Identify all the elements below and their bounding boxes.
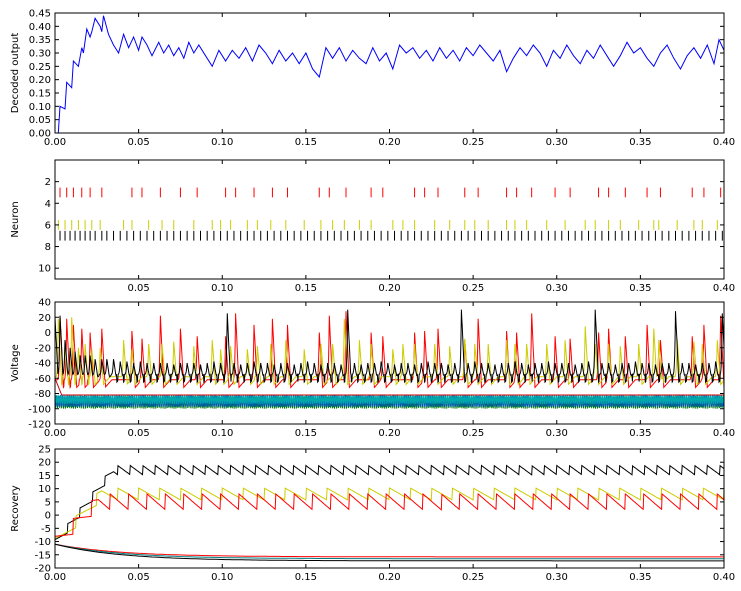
- series-line: [55, 378, 724, 396]
- y-tick-label: 20: [38, 313, 51, 324]
- x-tick-label: 0.20: [378, 572, 400, 583]
- x-tick-label: 0.30: [546, 137, 568, 148]
- y-tick-label: 4: [45, 199, 51, 210]
- y-tick-label: 8: [45, 242, 51, 253]
- subplot-2: 0.05 0.10 0.15 0.20 0.25 0.30 0.35 0.40 2 4 6 8 10 Ne…: [10, 159, 735, 294]
- x-tick-label: 0.25: [462, 137, 484, 148]
- y-tick-label: -40: [35, 359, 51, 370]
- series-line: [55, 543, 724, 560]
- y-axis-label: Neuron: [10, 201, 21, 237]
- x-tick-label: 0.40: [713, 428, 735, 439]
- axes-frame: [54, 159, 725, 280]
- series-line: [55, 543, 724, 558]
- y-tick-label: 0.30: [29, 49, 51, 60]
- y-tick-label: 15: [38, 471, 51, 482]
- y-tick-label: -5: [41, 524, 51, 535]
- y-tick-label: 0: [45, 511, 51, 522]
- axes-frame: [54, 12, 725, 134]
- x-tick-label: 0.20: [378, 137, 400, 148]
- y-tick-label: 40: [38, 298, 51, 309]
- y-tick-label: -20: [35, 564, 51, 575]
- series-line: [55, 543, 724, 562]
- series-line: [55, 394, 724, 405]
- x-tick-label: 0.15: [295, 428, 317, 439]
- y-tick-label: -120: [28, 420, 51, 431]
- x-tick-label: 0.10: [211, 283, 233, 294]
- x-tick-label: 0.35: [629, 572, 651, 583]
- y-tick-label: -15: [35, 550, 51, 561]
- x-tick-label: 0.15: [295, 283, 317, 294]
- y-axis-label: Decoded output: [10, 33, 21, 114]
- x-tick-label: 0.35: [629, 137, 651, 148]
- plot-area: [55, 187, 723, 241]
- y-tick-label: 0.05: [29, 115, 51, 126]
- y-tick-label: 0.15: [29, 89, 51, 100]
- y-tick-label: 10: [38, 484, 51, 495]
- x-tick-label: 0.10: [211, 137, 233, 148]
- x-tick-label: 0.05: [127, 283, 149, 294]
- y-tick-label: 10: [38, 264, 51, 275]
- x-tick-label: 0.05: [127, 137, 149, 148]
- subplot-3: 0.00 0.05 0.10 0.15 0.20 0.25 0.30 0.35 0.40 -120…: [10, 298, 735, 440]
- x-tick-label: 0.30: [546, 428, 568, 439]
- x-tick-label: 0.00: [44, 428, 66, 439]
- series-line: [55, 15, 724, 133]
- series-line: [55, 492, 724, 537]
- y-tick-label: -10: [35, 537, 51, 548]
- subplot-4: 0.00 0.05 0.10 0.15 0.20 0.25 0.30 0.35 0.40 -20 -…: [10, 445, 735, 584]
- x-tick-label: 0.20: [378, 283, 400, 294]
- x-tick-label: 0.25: [462, 572, 484, 583]
- y-tick-label: 20: [38, 458, 51, 469]
- x-tick-label: 0.40: [713, 137, 735, 148]
- y-tick-label: 0.00: [29, 129, 51, 140]
- y-tick-label: 6: [45, 220, 51, 231]
- series-line: [55, 311, 724, 389]
- y-tick-label: -80: [35, 389, 51, 400]
- x-tick-label: 0.05: [127, 572, 149, 583]
- series-line: [55, 309, 724, 384]
- plot-area: [55, 15, 724, 133]
- x-tick-label: 0.30: [546, 283, 568, 294]
- x-tick-label: 0.10: [211, 428, 233, 439]
- x-tick-label: 0.40: [713, 283, 735, 294]
- series-line: [55, 464, 724, 541]
- x-tick-label: 0.05: [127, 428, 149, 439]
- series-line: [55, 317, 724, 386]
- y-tick-label: 5: [45, 497, 51, 508]
- x-tick-label: 0.25: [462, 283, 484, 294]
- x-tick-label: 0.20: [378, 428, 400, 439]
- y-axis-label: Recovery: [10, 485, 21, 531]
- y-tick-label: 0.40: [29, 22, 51, 33]
- x-tick-label: 0.00: [44, 137, 66, 148]
- y-tick-label: 25: [38, 445, 51, 456]
- plot-area: [55, 464, 724, 562]
- y-tick-label: 0.45: [29, 9, 51, 20]
- y-tick-label: -20: [35, 343, 51, 354]
- x-tick-label: 0.30: [546, 572, 568, 583]
- x-tick-label: 0.10: [211, 572, 233, 583]
- y-tick-label: -100: [28, 404, 51, 415]
- y-tick-label: -60: [35, 374, 51, 385]
- x-tick-label: 0.35: [629, 428, 651, 439]
- y-axis-label: Voltage: [10, 344, 21, 382]
- x-tick-label: 0.15: [295, 572, 317, 583]
- y-tick-label: 2: [45, 177, 51, 188]
- x-tick-label: 0.25: [462, 428, 484, 439]
- plot-area: [55, 309, 724, 409]
- x-tick-label: 0.35: [629, 283, 651, 294]
- subplot-1: 0.00 0.05 0.10 0.15 0.20 0.25 0.30 0.35 0.40 0.00…: [10, 9, 735, 149]
- y-tick-label: 0.35: [29, 35, 51, 46]
- y-tick-label: 0: [45, 328, 51, 339]
- y-tick-label: 0.10: [29, 102, 51, 113]
- series-line: [55, 487, 724, 539]
- y-tick-label: 0.25: [29, 62, 51, 73]
- x-tick-label: 0.00: [44, 572, 66, 583]
- x-tick-label: 0.15: [295, 137, 317, 148]
- x-tick-label: 0.40: [713, 572, 735, 583]
- y-tick-label: 0.20: [29, 75, 51, 86]
